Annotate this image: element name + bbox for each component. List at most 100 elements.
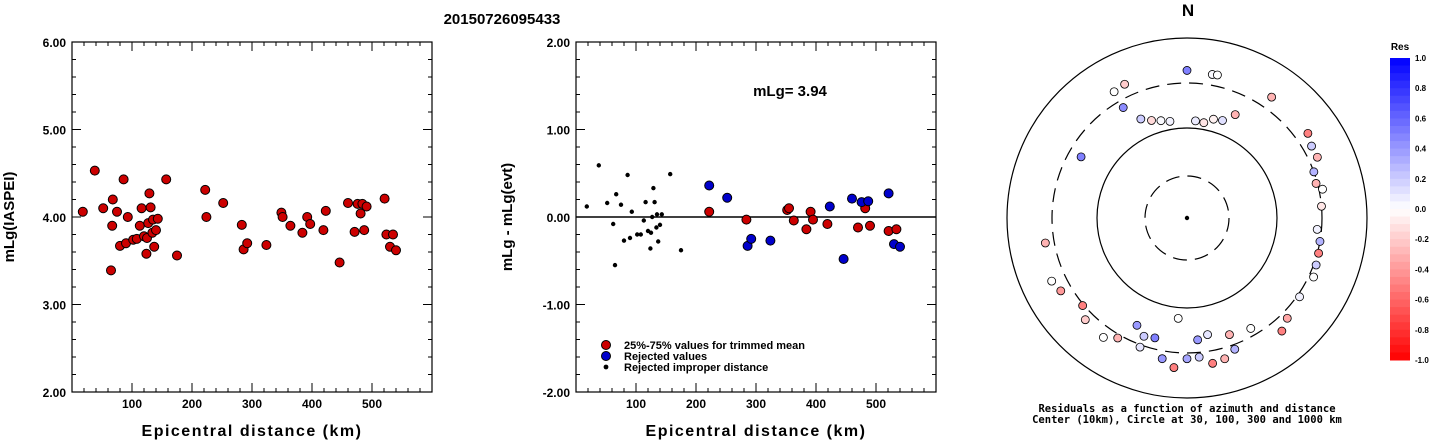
magnitude-point	[98, 203, 109, 214]
azimuth-caption-line-1: Residuals as a function of azimuth and d…	[1038, 403, 1335, 415]
magnitude-point	[106, 265, 116, 276]
residual-colorbar: Res 1.0 0.8 0.6 0.4 0.2 0.0 -0.2 -0.4 -0.6 -0.8 -1…	[1390, 42, 1429, 365]
improper-distance-point	[651, 185, 656, 191]
station-residual-marker	[1135, 342, 1145, 352]
legend-label-trimmed: 25%-75% values for trimmed mean	[624, 340, 805, 352]
rejected-point	[765, 235, 776, 246]
magnitude-y-axis-label: mLg(IASPEI)	[1, 172, 18, 263]
colorbar-cell	[1390, 254, 1410, 263]
magnitude-point	[107, 220, 118, 231]
improper-distance-point	[621, 238, 627, 243]
station-residual-marker	[1203, 330, 1212, 339]
station-residual-marker	[1314, 248, 1323, 258]
station-residual-marker	[1056, 286, 1066, 296]
improper-distance-point	[638, 232, 643, 237]
colorbar-cell	[1390, 292, 1410, 301]
station-residual-marker	[1318, 184, 1327, 194]
improper-distance-point	[652, 199, 657, 205]
colorbar-title: Res	[1391, 42, 1410, 53]
magnitude-point	[141, 248, 152, 259]
station-residual-marker	[1213, 70, 1222, 80]
colorbar-tick-label: 0.8	[1415, 84, 1427, 93]
station-residual-marker	[1230, 344, 1240, 354]
colorbar-cell	[1390, 352, 1410, 361]
station-residual-marker	[1267, 92, 1277, 102]
magnitude-xtick-label: 100	[122, 397, 142, 411]
magnitude-point	[349, 226, 360, 237]
magnitude-point	[379, 193, 390, 204]
epicenter-marker	[1184, 215, 1190, 221]
residual-ytick-label: 1.00	[547, 124, 571, 138]
trimmed-mean-point	[865, 220, 875, 231]
station-residual-marker	[1047, 276, 1057, 286]
magnitude-point	[343, 198, 353, 208]
trimmed-mean-point	[784, 203, 794, 214]
magnitude-point	[151, 225, 161, 236]
improper-distance-point	[627, 235, 633, 241]
rejected-point	[746, 233, 757, 244]
improper-distance-point	[657, 222, 663, 228]
colorbar-cell	[1390, 269, 1410, 278]
residual-xtick-label: 300	[746, 397, 766, 411]
magnitude-point	[134, 220, 145, 231]
colorbar-cell	[1390, 73, 1410, 82]
station-residual-marker	[1277, 326, 1287, 336]
rejected-point	[847, 193, 857, 204]
residual-xtick-label: 200	[686, 397, 706, 411]
colorbar-cell	[1390, 276, 1410, 285]
trimmed-mean-point	[788, 215, 799, 226]
trimmed-mean-point	[891, 224, 902, 235]
magnitude-xtick-label: 200	[182, 397, 202, 411]
colorbar-cell	[1390, 95, 1410, 104]
colorbar-cell	[1390, 193, 1410, 202]
station-residual-marker	[1040, 238, 1050, 248]
magnitude-point	[107, 194, 118, 205]
trimmed-mean-point	[801, 224, 812, 235]
colorbar-cell	[1390, 103, 1410, 112]
colorbar-cell	[1390, 216, 1410, 225]
colorbar-cell	[1390, 314, 1410, 323]
improper-distance-point	[654, 212, 660, 217]
magnitude-ytick-label: 2.00	[43, 386, 67, 400]
colorbar-cell	[1390, 239, 1410, 248]
colorbar-tick-label: -0.2	[1415, 235, 1429, 244]
improper-distance-point	[643, 199, 648, 205]
station-residual-marker	[1312, 152, 1322, 162]
station-residual-marker	[1157, 354, 1167, 364]
residual-panel: -2.00 -1.00 0.00 1.00 2.00 100 200 300 400 500 m…	[499, 36, 937, 440]
ring-30km	[1144, 175, 1230, 261]
colorbar-tick-label: 0.2	[1415, 175, 1427, 184]
rejected-point	[883, 188, 894, 199]
magnitude-ytick-label: 5.00	[43, 124, 67, 138]
station-residual-marker	[1307, 141, 1316, 151]
colorbar-cell	[1390, 261, 1410, 270]
magnitude-point	[144, 188, 155, 199]
station-residual-marker	[1156, 116, 1166, 126]
rejected-point	[722, 192, 733, 203]
improper-distance-point	[614, 192, 619, 197]
trimmed-mean-point	[853, 222, 863, 233]
station-residual-marker	[1098, 332, 1108, 342]
improper-distance-point	[654, 225, 659, 230]
improper-distance-point	[625, 172, 630, 178]
colorbar-tick-label: 0.0	[1415, 205, 1427, 214]
colorbar-cell	[1390, 201, 1410, 210]
colorbar-cell	[1390, 65, 1410, 74]
residual-xtick-label: 500	[866, 397, 886, 411]
colorbar-cell	[1390, 299, 1410, 308]
rejected-point	[863, 196, 874, 207]
improper-distance-point	[656, 239, 661, 244]
residual-xtick-label: 400	[806, 397, 826, 411]
legend-marker-rejected	[601, 351, 611, 361]
magnitude-point	[388, 229, 398, 240]
rejected-point	[824, 201, 835, 212]
colorbar-cell	[1390, 133, 1410, 142]
magnitude-point	[359, 225, 370, 236]
colorbar-tick-label: -0.8	[1415, 326, 1429, 335]
colorbar-cell	[1390, 171, 1410, 180]
colorbar-cell	[1390, 307, 1410, 316]
magnitude-panel: 2.00 3.00 4.00 5.00 6.00 100 200 300 400 500 mLg…	[1, 36, 433, 440]
residual-ytick-label: -2.00	[543, 386, 571, 400]
improper-distance-point	[635, 232, 640, 237]
magnitude-point	[145, 202, 156, 213]
